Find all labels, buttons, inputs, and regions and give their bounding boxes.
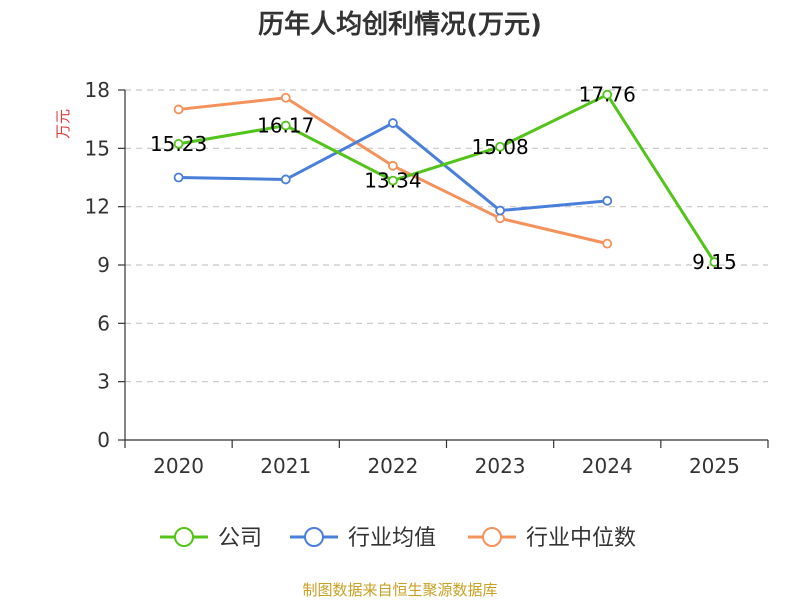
legend[interactable]: 公司 行业均值 行业中位数 xyxy=(160,526,636,551)
data-point xyxy=(280,120,291,131)
chart-title: 历年人均创利情况(万元) xyxy=(258,9,542,40)
y-tick-label: 0 xyxy=(97,428,110,452)
data-label: 15.08 xyxy=(471,135,528,159)
data-point xyxy=(602,195,613,206)
series-line-0 xyxy=(178,93,716,263)
data-point xyxy=(280,174,291,185)
y-tick-label: 12 xyxy=(85,195,110,219)
data-labels: 15.23 16.17 13.34 15.08 17.76 9.15 xyxy=(150,83,737,274)
data-point xyxy=(280,92,291,103)
data-point xyxy=(602,238,613,249)
data-point xyxy=(709,257,720,267)
y-tick-label: 3 xyxy=(97,370,110,394)
data-point xyxy=(495,213,505,224)
legend-item-2[interactable]: 行业中位数 xyxy=(468,526,636,551)
data-point xyxy=(495,205,505,216)
legend-label: 行业中位数 xyxy=(526,526,636,551)
x-tick-label: 2025 xyxy=(689,454,740,478)
x-tick-label: 2022 xyxy=(367,454,418,478)
series-group xyxy=(173,89,720,267)
data-point xyxy=(388,160,398,171)
data-point xyxy=(602,89,613,100)
data-label: 17.76 xyxy=(579,83,636,107)
y-tick-label: 18 xyxy=(85,78,110,102)
data-label: 15.23 xyxy=(150,132,207,156)
x-tick-label: 2024 xyxy=(582,454,633,478)
legend-swatch-marker xyxy=(174,527,194,547)
data-label: 16.17 xyxy=(257,114,314,138)
axes: 0 3 6 9 12 15 18 2020 2021 2022 2023 2024 2025 xyxy=(85,78,769,478)
x-tick-label: 2023 xyxy=(475,454,526,478)
y-axis-label: 万元 xyxy=(54,109,72,139)
data-label: 13.34 xyxy=(364,169,421,193)
data-point xyxy=(173,172,184,183)
y-tick-label: 6 xyxy=(97,311,110,335)
legend-label: 公司 xyxy=(218,526,262,551)
data-point xyxy=(388,175,398,186)
legend-label: 行业均值 xyxy=(348,526,436,551)
x-tick-label: 2021 xyxy=(260,454,311,478)
data-point xyxy=(173,104,184,115)
data-point xyxy=(388,118,398,128)
y-tick-label: 15 xyxy=(85,136,110,160)
source-note: 制图数据来自恒生聚源数据库 xyxy=(302,581,497,599)
grid-lines xyxy=(125,89,768,383)
x-tick-label: 2020 xyxy=(153,454,204,478)
legend-swatch-marker xyxy=(304,527,324,547)
data-point xyxy=(495,141,505,152)
legend-item-0[interactable]: 公司 xyxy=(160,526,262,551)
data-label: 9.15 xyxy=(692,250,737,274)
data-point xyxy=(173,138,184,149)
y-tick-label: 9 xyxy=(97,253,110,277)
legend-item-1[interactable]: 行业均值 xyxy=(290,526,436,551)
legend-swatch-marker xyxy=(482,527,502,547)
